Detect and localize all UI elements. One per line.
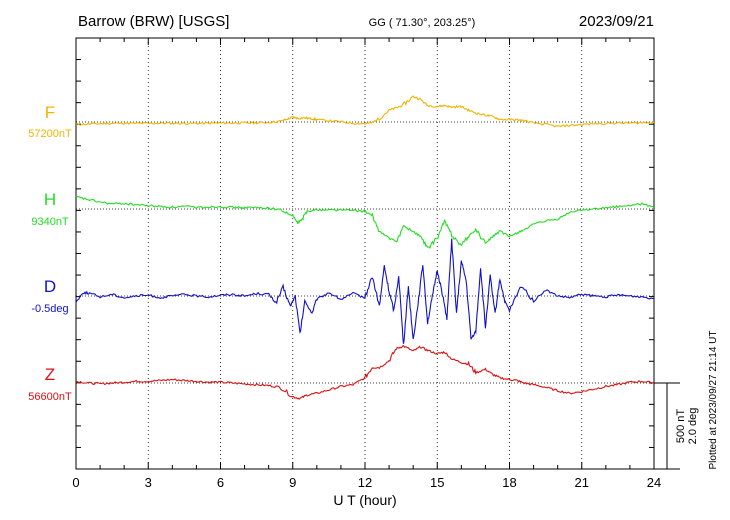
scale-bar-nt: 500 nT: [675, 409, 687, 444]
scale-bar: 500 nT 2.0 deg: [654, 382, 699, 470]
plot-grid: [147, 38, 583, 469]
series-name-d: D: [44, 277, 56, 296]
x-tick-label: 3: [145, 475, 152, 490]
series-line-d: [75, 238, 655, 344]
series-baseline-f: 57200nT: [28, 128, 72, 140]
series-name-f: F: [45, 103, 55, 122]
x-axis-label: U T (hour): [333, 492, 396, 508]
x-tick-label: 18: [502, 475, 516, 490]
station-title: Barrow (BRW) [USGS]: [78, 13, 229, 30]
x-tick-labels: 0 3 6 9 12 15 18 21 24: [72, 475, 661, 490]
x-tick-label: 0: [72, 475, 79, 490]
x-tick-label: 9: [289, 475, 296, 490]
date-label: 2023/09/21: [579, 13, 654, 30]
series-name-z: Z: [45, 365, 55, 384]
series-name-h: H: [44, 190, 56, 209]
series-line-f: [75, 95, 655, 128]
x-tick-label: 12: [358, 475, 372, 490]
x-tick-label: 21: [575, 475, 589, 490]
series-baseline-h: 9340nT: [31, 216, 69, 228]
series-line-z: [75, 345, 654, 401]
series-line-h: [75, 195, 655, 249]
series-baseline-d: -0.5deg: [31, 303, 68, 315]
series-labels: F 57200nT H 9340nT D -0.5deg Z 56600nT: [28, 103, 72, 403]
coordinates-label: GG ( 71.30°, 203.25°): [369, 17, 476, 29]
x-tick-label: 15: [430, 475, 444, 490]
series-baseline-z: 56600nT: [28, 391, 72, 403]
scale-bar-deg: 2.0 deg: [687, 408, 699, 445]
x-tick-label: 24: [647, 475, 661, 490]
series-group: [75, 95, 655, 401]
plotted-at-note: Plotted at 2023/09/27 21:14 UT: [708, 331, 719, 470]
x-tick-label: 6: [217, 475, 224, 490]
